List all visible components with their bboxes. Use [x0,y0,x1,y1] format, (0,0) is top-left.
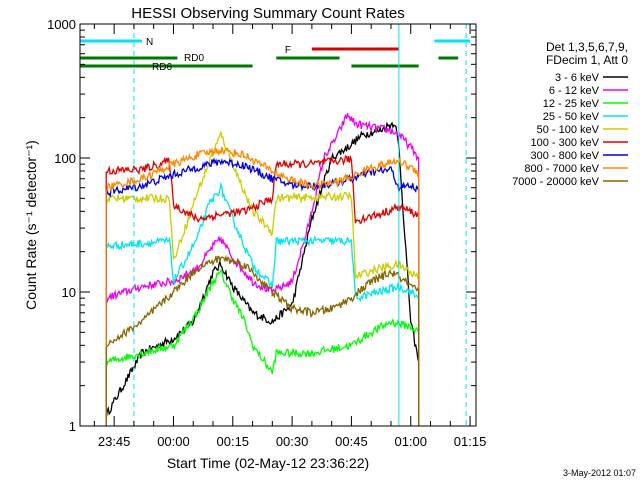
x-tick-label: 01:15 [454,434,487,449]
legend-label: 300 - 800 keV [531,150,600,162]
legend-label: 800 - 7000 keV [524,163,599,175]
x-tick-label: 23:45 [98,434,131,449]
chart-title: HESSI Observing Summary Count Rates [131,5,404,22]
legend-label: 3 - 6 keV [555,72,600,84]
series-line-0 [105,121,420,426]
x-tick-label: 00:45 [335,434,368,449]
legend-label: 6 - 12 keV [549,85,600,97]
legend-label: 50 - 100 keV [537,124,600,136]
x-tick-label: 00:00 [157,434,190,449]
legend-header: FDecim 1, Att 0 [546,53,628,67]
legend-header: Det 1,3,5,6,7,9, [546,40,628,54]
y-tick-label: 1 [69,419,76,434]
series-line-6 [105,157,420,426]
x-tick-label: 00:30 [276,434,309,449]
y-tick-label: 1000 [47,17,76,32]
legend-label: 25 - 50 keV [543,111,600,123]
legend: Det 1,3,5,6,7,9,FDecim 1, Att 0 3 - 6 keV… [512,40,628,188]
x-tick-label: 00:15 [217,434,250,449]
flag-label-f: F [285,45,291,56]
legend-label: 7000 - 20000 keV [512,176,600,188]
boundary-lines [133,24,467,426]
series-line-2 [105,268,420,426]
timestamp: 3-May-2012 01:07 [563,468,636,478]
flag-label-n: N [146,37,153,48]
flag-label-rd0: RD0 [184,53,204,64]
x-axis-label: Start Time (02-May-12 23:36:22) [167,455,369,471]
y-tick-label: 100 [54,151,76,166]
flag-label-rd6: RD6 [152,62,172,73]
legend-label: 12 - 25 keV [543,98,600,110]
series-line-7 [105,146,420,426]
plot-frame [79,23,477,427]
series-line-4 [105,131,420,426]
series-lines [105,113,420,426]
observing-flags: N F RD0 RD6 [80,37,471,73]
y-tick-label: 10 [62,285,76,300]
series-line-1 [105,113,420,426]
y-axis-label: Count Rate (s⁻¹ detector⁻¹) [23,140,39,310]
series-line-3 [105,181,420,426]
series-line-8 [105,254,420,426]
y-axis: 1 10 100 1000 [47,17,476,434]
x-axis: 23:45 00:00 00:15 00:30 00:45 01:00 01:15 [93,24,487,449]
x-tick-label: 01:00 [394,434,427,449]
legend-label: 100 - 300 keV [531,137,600,149]
